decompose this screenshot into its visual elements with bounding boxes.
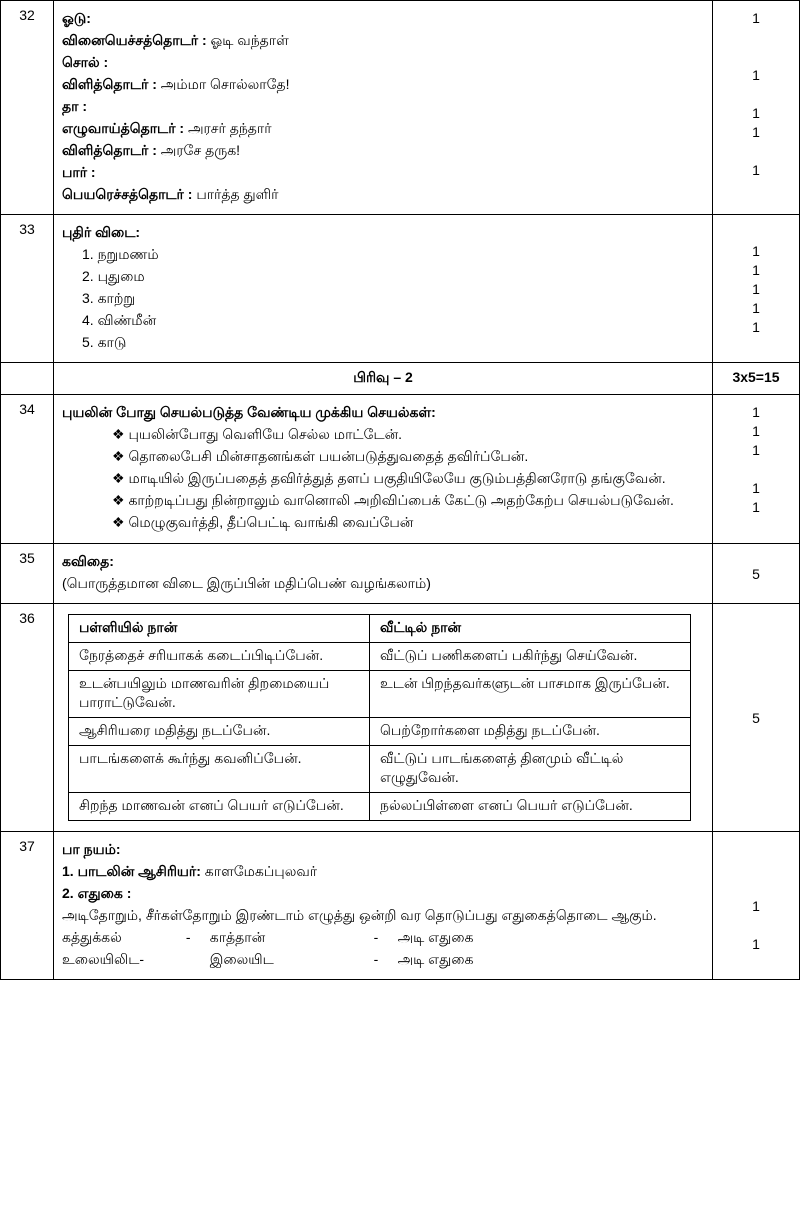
q37-ex1a: கத்துக்கல் — [62, 929, 182, 948]
q36-r3c1: வீட்டுப் பாடங்களைத் தினமும் வீட்டில் எழு… — [370, 746, 691, 793]
q35-content: கவிதை: (பொருத்தமான விடை இருப்பின் மதிப்ப… — [54, 544, 713, 604]
q32-l0-label: ஓடு: — [62, 10, 91, 26]
q36-r1c1: உடன் பிறந்தவர்களுடன் பாசமாக இருப்பேன். — [370, 671, 691, 718]
q37-ex2e: அடி எதுகை — [398, 951, 474, 970]
q37-title: பா நயம்: — [62, 841, 704, 860]
q37-ex1c: காத்தான் — [210, 929, 370, 948]
q32-l2-label: சொல் : — [62, 54, 108, 70]
section-spacer — [1, 363, 54, 395]
q32-l7-label: பார் : — [62, 164, 96, 180]
q37-content: பா நயம்: 1. பாடலின் ஆசிரியர்: காளமேகப்பு… — [54, 832, 713, 980]
q37-marks: 1 1 — [713, 832, 800, 980]
q32-l6-val: அரசே தருக! — [161, 142, 240, 158]
q33-i4: 5. காடு — [82, 334, 704, 353]
q32-m3: 1 — [721, 67, 791, 83]
q33-m2: 1 — [721, 281, 791, 297]
q36-r2c0: ஆசிரியரை மதித்து நடப்பேன். — [69, 718, 370, 746]
q35-note: (பொருத்தமான விடை இருப்பின் மதிப்பெண் வழங… — [62, 575, 704, 594]
q33-m0: 1 — [721, 243, 791, 259]
q37-m3: 1 — [721, 898, 791, 914]
q37-para: அடிதோறும், சீர்கள்தோறும் இரண்டாம் எழுத்த… — [62, 907, 704, 926]
q32-l4-label: தா : — [62, 98, 87, 114]
q35-title: கவிதை: — [62, 553, 704, 572]
q33-content: புதிர் விடை: 1. நறுமணம் 2. புதுமை 3. காற… — [54, 215, 713, 363]
q32-l8-label: பெயரெச்சத்தொடர் : — [62, 186, 192, 202]
q34-title: புயலின் போது செயல்படுத்த வேண்டிய முக்கிய… — [62, 404, 704, 423]
q37-ex1e: அடி எதுகை — [398, 929, 474, 948]
q36-r4c1: நல்லப்பிள்ளை எனப் பெயர் எடுப்பேன். — [370, 793, 691, 821]
q36-content: பள்ளியில் நான் வீட்டில் நான் நேரத்தைச் ச… — [54, 604, 713, 832]
q32-l5-label: எழுவாய்த்தொடர் : — [62, 120, 184, 136]
q32-l3-label: விளித்தொடர் : — [62, 76, 157, 92]
q33-m1: 1 — [721, 262, 791, 278]
q32-m0: 1 — [721, 10, 791, 26]
q36-r1c0: உடன்பயிலும் மாணவரின் திறமையைப் பாராட்டுவ… — [69, 671, 370, 718]
q34-m1: 1 — [721, 423, 791, 439]
q36-r0c0: நேரத்தைச் சரியாகக் கடைப்பிடிப்பேன். — [69, 643, 370, 671]
q33-i1: 2. புதுமை — [82, 268, 704, 287]
q34-m3: 1 — [721, 480, 791, 496]
q36-h0: பள்ளியில் நான் — [69, 615, 370, 643]
q33-i0: 1. நறுமணம் — [82, 246, 704, 265]
q36-r4c0: சிறந்த மாணவன் எனப் பெயர் எடுப்பேன். — [69, 793, 370, 821]
q36-h1: வீட்டில் நான் — [370, 615, 691, 643]
q33-m3: 1 — [721, 300, 791, 316]
q33-number: 33 — [1, 215, 54, 363]
q34-m4: 1 — [721, 499, 791, 515]
q37-l2label: 2. எதுகை : — [62, 885, 704, 904]
q34-m2: 1 — [721, 442, 791, 458]
q34-b2: மாடியில் இருப்பதைத் தவிர்த்துத் தளப் பகு… — [112, 470, 704, 489]
q32-l8-val: பார்த்த துளிர் — [196, 186, 278, 202]
q36-r3c0: பாடங்களைக் கூர்ந்து கவனிப்பேன். — [69, 746, 370, 793]
q33-title: புதிர் விடை: — [62, 224, 704, 243]
q37-ex1b: - — [186, 929, 206, 945]
q32-marks: 1 1 1 1 1 — [713, 1, 800, 215]
q33-m4: 1 — [721, 319, 791, 335]
q37-ex2a: உலையிலிட- — [62, 951, 182, 970]
q34-number: 34 — [1, 395, 54, 544]
q37-ex1d: - — [374, 929, 394, 945]
q32-content: ஓடு: வினையெச்சத்தொடர் : ஓடி வந்தாள் சொல்… — [54, 1, 713, 215]
q36-r2c1: பெற்றோர்களை மதித்து நடப்பேன். — [370, 718, 691, 746]
q32-l6-label: விளித்தொடர் : — [62, 142, 157, 158]
q35-marks: 5 — [713, 544, 800, 604]
q37-ex2d: - — [374, 951, 394, 967]
q33-marks: 1 1 1 1 1 — [713, 215, 800, 363]
answer-key-table: 32 ஓடு: வினையெச்சத்தொடர் : ஓடி வந்தாள் ச… — [0, 0, 800, 980]
q32-m5: 1 — [721, 105, 791, 121]
q32-m8: 1 — [721, 162, 791, 178]
q34-b1: தொலைபேசி மின்சாதனங்கள் பயன்படுத்துவதைத் … — [112, 448, 704, 467]
q34-b3: காற்றடிப்பது நின்றாலும் வானொலி அறிவிப்பை… — [112, 492, 704, 511]
q37-number: 37 — [1, 832, 54, 980]
q37-l1label: 1. பாடலின் ஆசிரியர்: — [62, 863, 201, 879]
q32-l1-val: ஓடி வந்தாள் — [211, 32, 289, 48]
q32-m6: 1 — [721, 124, 791, 140]
q34-content: புயலின் போது செயல்படுத்த வேண்டிய முக்கிய… — [54, 395, 713, 544]
q36-table: பள்ளியில் நான் வீட்டில் நான் நேரத்தைச் ச… — [68, 614, 691, 821]
section-title: பிரிவு – 2 — [54, 363, 713, 395]
q35-number: 35 — [1, 544, 54, 604]
q34-m0: 1 — [721, 404, 791, 420]
q34-b0: புயலின்போது வெளியே செல்ல மாட்டேன். — [112, 426, 704, 445]
q36-r0c1: வீட்டுப் பணிகளைப் பகிர்ந்து செய்வேன். — [370, 643, 691, 671]
section-marks: 3x5=15 — [713, 363, 800, 395]
q32-l1-label: வினையெச்சத்தொடர் : — [62, 32, 207, 48]
q37-m5: 1 — [721, 936, 791, 952]
q37-ex2c: இலையிட — [210, 951, 370, 970]
q36-number: 36 — [1, 604, 54, 832]
q34-marks: 1 1 1 1 1 — [713, 395, 800, 544]
q33-i2: 3. காற்று — [82, 290, 704, 309]
q33-i3: 4. விண்மீன் — [82, 312, 704, 331]
q36-marks: 5 — [713, 604, 800, 832]
q32-l3-val: அம்மா சொல்லாதே! — [161, 76, 290, 92]
q32-number: 32 — [1, 1, 54, 215]
q32-l5-val: அரசர் தந்தார் — [188, 120, 272, 136]
q37-l1val: காளமேகப்புலவர் — [205, 863, 317, 879]
q34-b4: மெழுகுவர்த்தி, தீப்பெட்டி வாங்கி வைப்பேன… — [112, 514, 704, 533]
